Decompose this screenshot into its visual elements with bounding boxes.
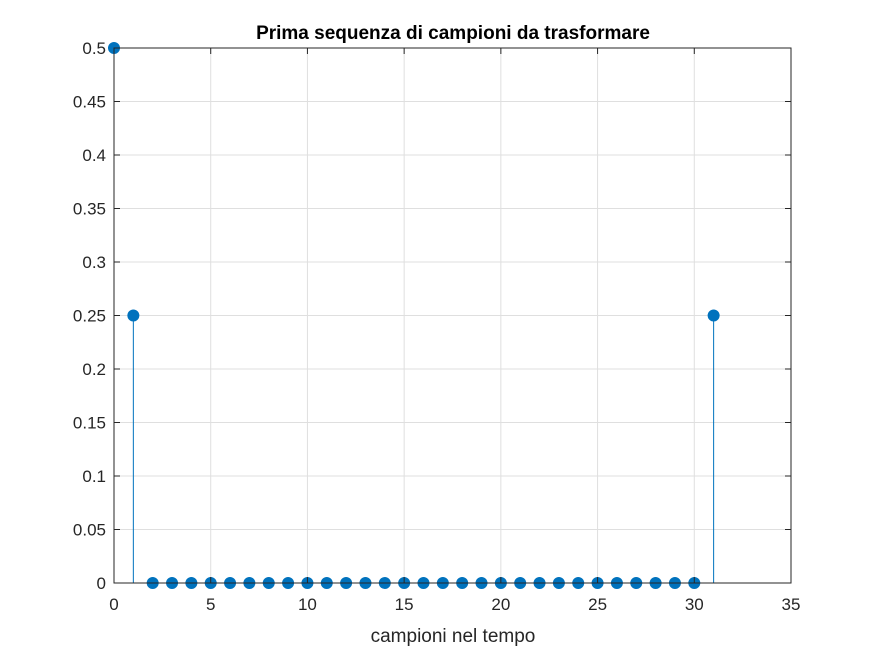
x-tick-label: 15: [395, 595, 414, 614]
y-tick-label: 0.25: [73, 307, 106, 326]
y-tick-label: 0.2: [82, 360, 106, 379]
y-tick-label: 0.1: [82, 467, 106, 486]
y-tick-label: 0.05: [73, 521, 106, 540]
x-tick-label: 25: [588, 595, 607, 614]
x-tick-label: 5: [206, 595, 215, 614]
x-tick-label: 0: [109, 595, 118, 614]
y-tick-label: 0.3: [82, 253, 106, 272]
y-tick-label: 0.15: [73, 414, 106, 433]
x-axis-label: campioni nel tempo: [371, 626, 536, 647]
x-tick-label: 35: [782, 595, 801, 614]
x-tick-label: 20: [491, 595, 510, 614]
stem-marker: [707, 309, 720, 322]
stem-marker: [127, 309, 140, 322]
axes: [113, 47, 792, 584]
y-tick-label: 0.4: [82, 146, 106, 165]
grid: [113, 47, 792, 584]
x-tick-label: 30: [685, 595, 704, 614]
y-tick-label: 0.45: [73, 93, 106, 112]
y-tick-label: 0: [97, 574, 106, 593]
y-tick-label: 0.35: [73, 200, 106, 219]
x-tick-label: 10: [298, 595, 317, 614]
tick-labels: 0 5 10 15 20 25 30 35 0 0.05 0.1 0.15 0.2 0.25 0.3 0.35…: [73, 39, 801, 614]
y-tick-label: 0.5: [82, 39, 106, 58]
chart-title: Prima sequenza di campioni da trasformar…: [256, 23, 650, 44]
